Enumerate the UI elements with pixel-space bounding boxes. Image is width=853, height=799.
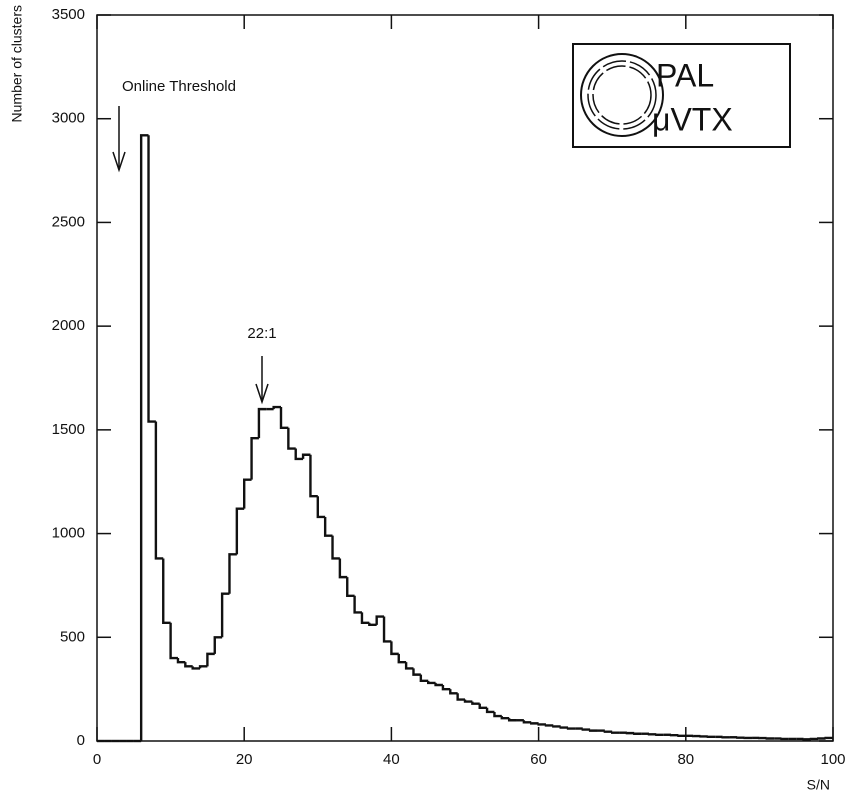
arrow — [112, 106, 126, 173]
histogram-bin — [463, 699, 473, 703]
histogram-bin — [647, 733, 657, 736]
histogram-bin — [198, 665, 208, 669]
histogram-bin — [382, 616, 392, 643]
histogram-bin — [235, 507, 245, 555]
histogram-bin — [323, 516, 333, 537]
histogram-bin — [360, 612, 370, 624]
histogram-bin — [309, 454, 318, 498]
y-axis-label: Number of clusters — [9, 5, 25, 122]
histogram-bin — [397, 653, 407, 664]
histogram-bin — [611, 731, 620, 734]
histogram-bin — [677, 734, 686, 738]
histogram-bin — [353, 595, 362, 614]
histogram-bin — [375, 615, 385, 625]
histogram-bin — [213, 636, 223, 654]
histogram-bin — [588, 729, 598, 732]
histogram-bin — [537, 723, 546, 726]
histogram-bin — [250, 436, 259, 480]
histogram-bin — [824, 736, 833, 740]
histogram-bin — [603, 730, 613, 733]
y-tick-label: 3500 — [52, 6, 85, 23]
x-tick-label: 100 — [820, 751, 845, 768]
histogram-bin — [471, 701, 480, 705]
histogram-bin — [191, 666, 201, 670]
y-tick-label: 1500 — [52, 421, 85, 438]
histogram-bin — [566, 727, 576, 730]
histogram-bin — [228, 553, 237, 594]
histogram-bin — [434, 682, 443, 687]
arrow — [255, 356, 269, 405]
histogram-bin — [456, 693, 465, 701]
histogram-bin — [154, 421, 164, 560]
histogram-bin — [346, 577, 355, 597]
histogram-bin — [507, 718, 517, 722]
histogram-bin — [530, 722, 539, 725]
histogram-bin — [412, 668, 421, 676]
histogram-bin — [419, 674, 429, 683]
histogram-bin — [581, 728, 591, 731]
histogram-bin — [633, 732, 642, 735]
histogram-bin — [162, 558, 171, 624]
histogram-bin — [544, 724, 554, 727]
y-tick-label: 3000 — [52, 110, 85, 127]
histogram-bin — [169, 622, 178, 660]
histogram-bin — [500, 716, 510, 720]
logo-text: μVTX — [652, 101, 733, 137]
x-tick-label: 60 — [530, 751, 547, 768]
annotation: 22:1 — [247, 325, 276, 342]
histogram-bin — [272, 405, 281, 410]
logo-text: PAL — [656, 57, 714, 93]
histogram-bin — [485, 707, 495, 714]
logo: PAL μVTX — [572, 43, 791, 148]
histogram-bin — [441, 684, 451, 691]
x-tick-label: 80 — [677, 751, 694, 768]
histogram-bin — [522, 720, 532, 724]
histogram-bin — [287, 427, 296, 450]
histogram-bin — [294, 448, 304, 461]
histogram-bin — [220, 592, 230, 638]
histogram-bin — [279, 407, 289, 429]
histogram-bin — [478, 703, 488, 710]
histogram-bin — [404, 662, 414, 670]
histogram-bin — [449, 689, 458, 695]
x-tick-label: 40 — [383, 751, 400, 768]
histogram-bin — [139, 134, 149, 741]
histogram-bin — [147, 135, 156, 423]
histogram-bin — [176, 658, 186, 664]
histogram-bin — [301, 453, 311, 459]
plot-frame — [96, 14, 834, 742]
histogram-bin — [559, 726, 569, 729]
histogram-bin — [427, 680, 436, 685]
histogram-bin — [316, 496, 326, 519]
histogram-bin — [390, 641, 399, 656]
histogram-bin — [552, 725, 561, 728]
y-tick-label: 0 — [77, 732, 85, 749]
x-tick-label: 0 — [93, 751, 101, 768]
histogram-bin — [331, 535, 340, 560]
x-axis-label: S/N — [807, 777, 830, 793]
y-tick-label: 2000 — [52, 317, 85, 334]
x-tick-label: 20 — [236, 751, 253, 768]
histogram-bin — [184, 662, 193, 668]
histogram-bin — [493, 711, 502, 718]
y-tick-label: 2500 — [52, 213, 85, 230]
histogram-bin — [257, 407, 267, 439]
y-tick-label: 1000 — [52, 525, 85, 542]
histogram-bin — [368, 622, 377, 627]
histogram-bin — [206, 652, 215, 667]
histogram-bin — [338, 558, 348, 579]
annotation: Online Threshold — [122, 78, 236, 95]
histogram-bin — [243, 478, 252, 509]
y-tick-label: 500 — [60, 628, 85, 645]
